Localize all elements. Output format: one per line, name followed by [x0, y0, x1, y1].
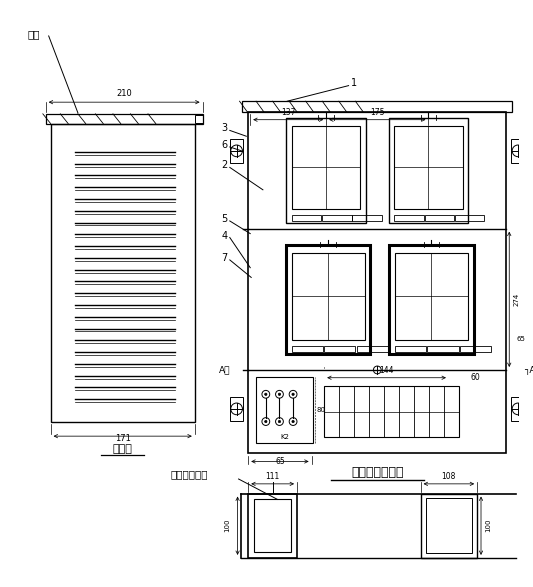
- Bar: [389, 245, 474, 354]
- Text: 100: 100: [224, 519, 230, 532]
- Circle shape: [292, 420, 294, 423]
- Bar: [394, 215, 424, 221]
- Text: 60: 60: [470, 373, 480, 382]
- Text: 210: 210: [116, 89, 132, 98]
- Text: 274: 274: [513, 293, 519, 306]
- Text: 3: 3: [222, 123, 228, 133]
- Bar: [46, 114, 203, 124]
- Bar: [286, 118, 366, 223]
- Text: 108: 108: [442, 472, 456, 481]
- Text: 1: 1: [351, 77, 357, 87]
- Text: 5: 5: [222, 214, 228, 224]
- Bar: [324, 346, 356, 352]
- Bar: [511, 139, 525, 163]
- Bar: [427, 346, 458, 352]
- Circle shape: [265, 393, 267, 396]
- Bar: [455, 215, 484, 221]
- Bar: [425, 498, 472, 553]
- Bar: [292, 252, 365, 340]
- Bar: [352, 215, 382, 221]
- Text: 100: 100: [485, 519, 491, 532]
- Text: 6: 6: [222, 140, 228, 150]
- Bar: [421, 494, 477, 558]
- Bar: [230, 397, 244, 420]
- Text: 144: 144: [379, 366, 394, 375]
- Bar: [286, 245, 370, 354]
- Text: K2: K2: [280, 434, 289, 440]
- Text: 侧视图: 侧视图: [113, 444, 133, 454]
- Text: 65: 65: [516, 336, 525, 342]
- Bar: [292, 215, 321, 221]
- Bar: [395, 346, 426, 352]
- Bar: [395, 252, 468, 340]
- Text: 175: 175: [370, 108, 384, 117]
- Bar: [424, 215, 454, 221]
- Circle shape: [278, 420, 280, 423]
- Text: 80: 80: [317, 407, 326, 413]
- Text: 焊接: 焊接: [27, 29, 40, 39]
- Bar: [292, 126, 360, 210]
- Text: 111: 111: [265, 472, 280, 481]
- Text: 箱内设备布置图: 箱内设备布置图: [351, 465, 403, 478]
- Bar: [195, 115, 203, 123]
- Bar: [394, 126, 463, 210]
- Bar: [248, 112, 506, 453]
- Text: 7: 7: [222, 253, 228, 263]
- Bar: [243, 101, 512, 112]
- Bar: [460, 346, 491, 352]
- Circle shape: [292, 393, 294, 396]
- Text: 65: 65: [275, 457, 285, 466]
- Text: 171: 171: [115, 434, 131, 443]
- Text: 隔板进出线孔: 隔板进出线孔: [171, 469, 208, 479]
- Bar: [511, 397, 525, 420]
- Bar: [322, 215, 351, 221]
- Text: 4: 4: [222, 231, 228, 241]
- Text: ┐A: ┐A: [524, 366, 533, 375]
- Bar: [357, 346, 388, 352]
- Bar: [254, 500, 291, 552]
- Bar: [324, 386, 458, 437]
- Circle shape: [265, 420, 267, 423]
- Text: 137: 137: [281, 108, 295, 117]
- Bar: [389, 118, 469, 223]
- Text: 2: 2: [222, 160, 228, 170]
- Bar: [248, 494, 297, 558]
- Text: A厂: A厂: [219, 366, 231, 375]
- Bar: [230, 139, 244, 163]
- Bar: [292, 346, 323, 352]
- Bar: [256, 377, 312, 443]
- Bar: [51, 124, 195, 421]
- Circle shape: [278, 393, 280, 396]
